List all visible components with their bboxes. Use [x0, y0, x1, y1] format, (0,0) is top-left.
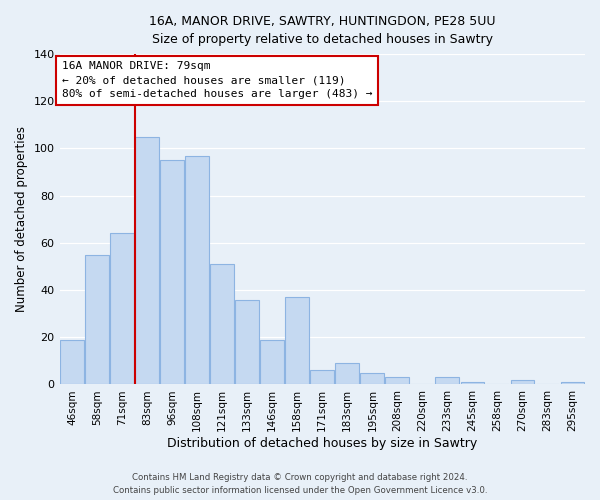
Bar — [110, 234, 134, 384]
Bar — [385, 378, 409, 384]
Bar — [361, 372, 384, 384]
Bar — [511, 380, 535, 384]
Bar — [461, 382, 484, 384]
X-axis label: Distribution of detached houses by size in Sawtry: Distribution of detached houses by size … — [167, 437, 478, 450]
Bar — [436, 378, 459, 384]
Bar — [235, 300, 259, 384]
Bar — [335, 363, 359, 384]
Bar — [286, 297, 309, 384]
Bar — [260, 340, 284, 384]
Bar — [85, 254, 109, 384]
Bar — [560, 382, 584, 384]
Bar — [160, 160, 184, 384]
Bar — [210, 264, 234, 384]
Y-axis label: Number of detached properties: Number of detached properties — [15, 126, 28, 312]
Bar — [185, 156, 209, 384]
Title: 16A, MANOR DRIVE, SAWTRY, HUNTINGDON, PE28 5UU
Size of property relative to deta: 16A, MANOR DRIVE, SAWTRY, HUNTINGDON, PE… — [149, 15, 496, 46]
Text: 16A MANOR DRIVE: 79sqm
← 20% of detached houses are smaller (119)
80% of semi-de: 16A MANOR DRIVE: 79sqm ← 20% of detached… — [62, 61, 373, 99]
Bar — [310, 370, 334, 384]
Bar — [60, 340, 84, 384]
Bar — [135, 136, 159, 384]
Text: Contains HM Land Registry data © Crown copyright and database right 2024.
Contai: Contains HM Land Registry data © Crown c… — [113, 473, 487, 495]
